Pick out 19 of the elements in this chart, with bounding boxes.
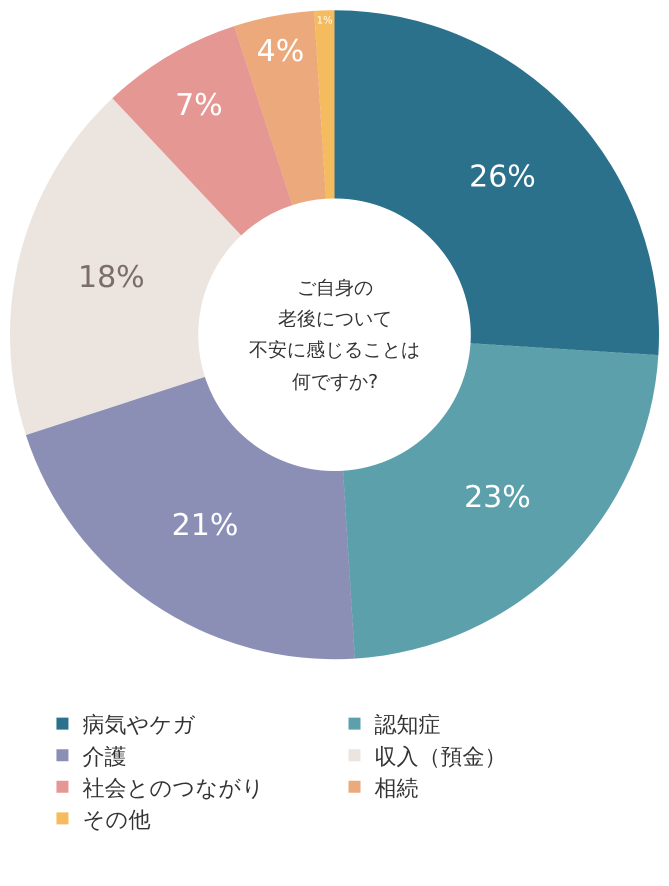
text: 何ですか? xyxy=(292,371,378,393)
data-label: 26% xyxy=(469,160,536,195)
legend-label: 介護 xyxy=(82,744,126,770)
data-label: 21% xyxy=(172,508,238,543)
donut-slice xyxy=(314,10,334,199)
legend-label: 収入（預金） xyxy=(374,744,506,770)
data-label: 1% xyxy=(316,15,333,26)
data-label: 18% xyxy=(78,260,145,295)
data-label: 7% xyxy=(175,88,223,123)
text: ご自身の xyxy=(297,277,373,299)
text: 老後について xyxy=(278,308,392,330)
legend-label: 病気やケガ xyxy=(82,713,196,738)
legend-label: 社会とのつながり xyxy=(82,776,264,802)
data-label: 4% xyxy=(256,34,304,69)
legend-label: その他 xyxy=(82,808,150,833)
legend-label: 認知症 xyxy=(374,713,440,738)
text: 不安に感じることは xyxy=(249,339,420,361)
data-label: 23% xyxy=(464,480,531,516)
legend-label: 相続 xyxy=(374,776,418,802)
